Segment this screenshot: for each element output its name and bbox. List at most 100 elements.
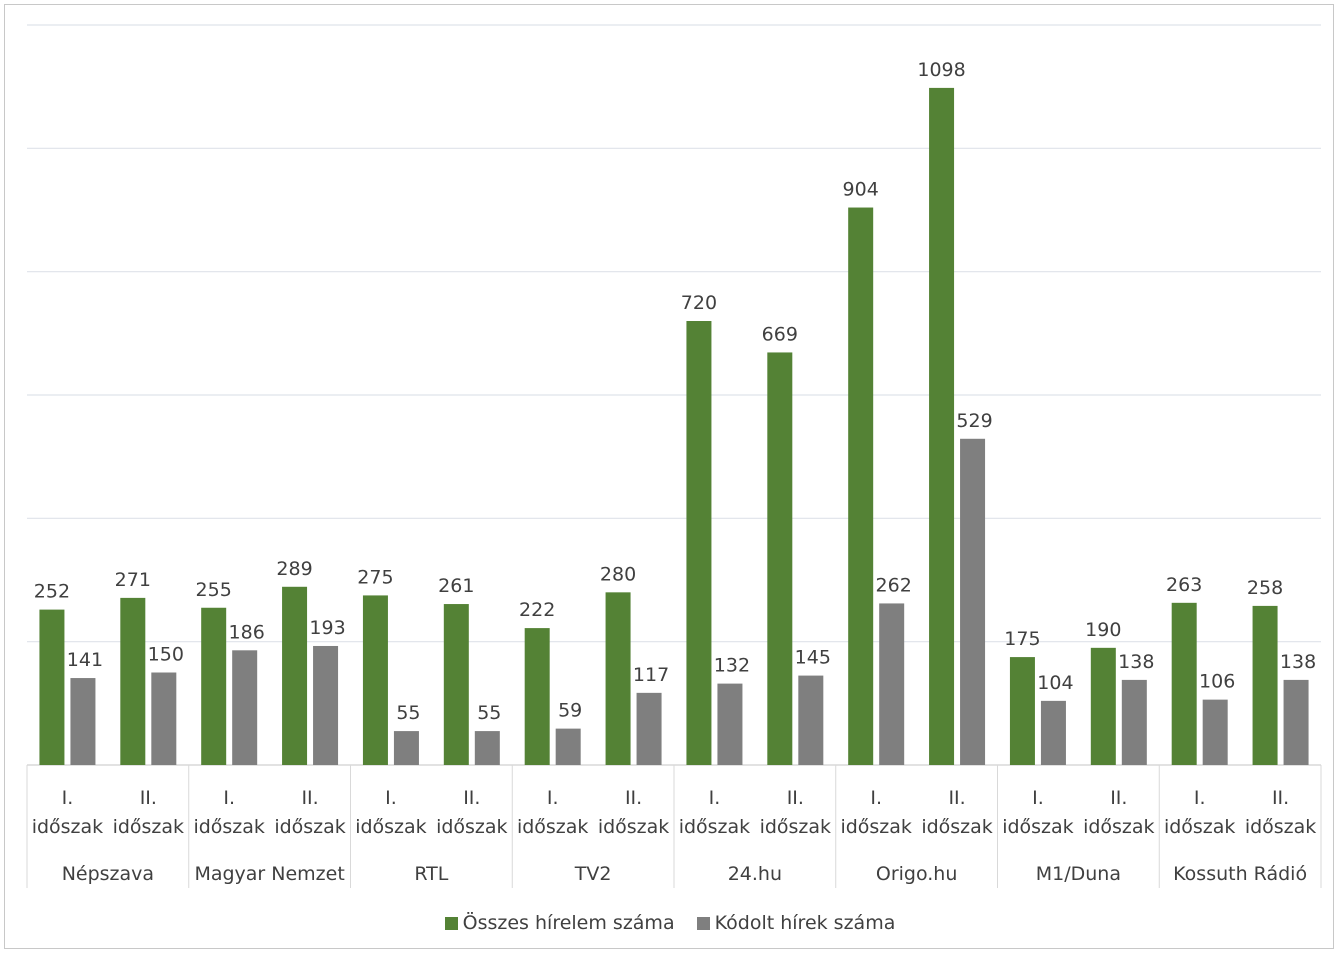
data-label-total: 289 <box>276 558 312 580</box>
data-label-total: 720 <box>681 292 717 314</box>
period-label-line1: I. <box>223 787 235 809</box>
data-label-coded: 529 <box>956 410 992 432</box>
bar-total <box>1090 647 1116 765</box>
data-label-total: 263 <box>1166 574 1202 596</box>
legend-label-coded: Kódolt hírek száma <box>714 912 896 934</box>
period-label-line2: időszak <box>1002 816 1073 838</box>
bar-coded <box>1283 679 1309 765</box>
data-label-coded: 55 <box>396 702 420 724</box>
data-labels: 252 141 271 150 255 186 289 193 275 55 261 55 222 59 2… <box>34 59 1316 724</box>
period-label-line2: időszak <box>113 816 184 838</box>
x-axis: Népszava Magyar Nemzet RTL TV2 24.hu Origo.hu… <box>26 765 1322 888</box>
period-label-line2: időszak <box>1245 816 1316 838</box>
data-label-coded: 55 <box>477 702 501 724</box>
data-label-total: 271 <box>115 569 151 591</box>
period-label-line1: I. <box>709 787 721 809</box>
group-label: Origo.hu <box>876 863 958 885</box>
group-label: Népszava <box>62 863 154 885</box>
period-label-line2: időszak <box>32 816 103 838</box>
bar-total <box>1171 602 1197 765</box>
group-label: RTL <box>414 863 448 885</box>
bar-coded <box>879 603 905 765</box>
period-label-line2: időszak <box>1083 816 1154 838</box>
data-label-coded: 193 <box>309 617 345 639</box>
data-label-coded: 138 <box>1118 651 1154 673</box>
data-label-coded: 145 <box>795 647 831 669</box>
data-label-coded: 59 <box>558 700 582 722</box>
data-label-total: 280 <box>600 563 636 585</box>
period-label-line2: időszak <box>840 816 911 838</box>
data-label-coded: 132 <box>714 655 750 677</box>
bar-coded <box>798 675 824 765</box>
legend-item-total: Összes hírelem száma <box>444 912 675 934</box>
bar-coded <box>151 672 177 765</box>
group-label: Kossuth Rádió <box>1173 863 1307 885</box>
data-label-coded: 150 <box>148 644 184 666</box>
bar-coded <box>70 678 96 765</box>
period-label-line1: II. <box>301 787 318 809</box>
period-label-line1: II. <box>463 787 480 809</box>
period-label-line2: időszak <box>274 816 345 838</box>
data-label-coded: 262 <box>876 574 912 596</box>
bar-coded <box>717 683 743 765</box>
group-label: TV2 <box>574 863 612 885</box>
legend-item-coded: Kódolt hírek száma <box>696 912 896 934</box>
data-label-total: 258 <box>1247 577 1283 599</box>
period-label-line2: időszak <box>921 816 992 838</box>
bar-total <box>524 628 550 765</box>
data-label-coded: 186 <box>229 621 265 643</box>
period-label-line1: II. <box>787 787 804 809</box>
chart-frame <box>4 4 1334 949</box>
bar-coded <box>1040 700 1066 765</box>
period-label-line2: időszak <box>436 816 507 838</box>
period-label-line1: II. <box>1110 787 1127 809</box>
bar-total <box>120 597 146 765</box>
group-label: Magyar Nemzet <box>194 863 344 885</box>
period-label-line1: I. <box>385 787 397 809</box>
bar-total <box>1252 605 1278 765</box>
data-label-coded: 104 <box>1037 672 1073 694</box>
period-label-line2: időszak <box>679 816 750 838</box>
bar-total <box>443 604 469 765</box>
bar-total <box>848 207 874 766</box>
data-label-total: 175 <box>1004 628 1040 650</box>
bar-coded <box>636 692 662 765</box>
legend-swatch-total <box>444 916 458 930</box>
period-label-line2: időszak <box>355 816 426 838</box>
bar-total <box>605 592 631 765</box>
bar-coded <box>960 438 986 765</box>
period-label-line1: II. <box>625 787 642 809</box>
period-label-line2: időszak <box>598 816 669 838</box>
bar-total <box>767 352 793 765</box>
data-label-total: 252 <box>34 581 70 603</box>
bar-coded <box>1121 679 1147 765</box>
bar-coded <box>1202 699 1228 765</box>
data-label-coded: 138 <box>1280 651 1316 673</box>
bar-total <box>39 609 65 765</box>
period-label-line1: I. <box>1194 787 1206 809</box>
group-label: M1/Duna <box>1036 863 1121 885</box>
data-label-total: 669 <box>762 323 798 345</box>
group-label: 24.hu <box>728 863 782 885</box>
data-label-total: 904 <box>843 179 879 201</box>
bars <box>39 87 1309 766</box>
bar-coded <box>474 731 500 765</box>
bar-coded <box>393 731 419 765</box>
period-label-line1: I. <box>62 787 74 809</box>
period-label-line2: időszak <box>517 816 588 838</box>
data-label-total: 255 <box>196 579 232 601</box>
period-label-line2: időszak <box>760 816 831 838</box>
bar-total <box>201 607 227 765</box>
period-label-line1: II. <box>140 787 157 809</box>
bar-coded <box>313 645 339 765</box>
period-label-line2: időszak <box>193 816 264 838</box>
data-label-total: 222 <box>519 599 555 621</box>
period-label-line1: II. <box>1272 787 1289 809</box>
data-label-coded: 106 <box>1199 671 1235 693</box>
bar-total <box>282 586 308 765</box>
legend-swatch-coded <box>696 916 710 930</box>
bar-total <box>929 87 955 765</box>
period-label-line1: I. <box>1032 787 1044 809</box>
bar-total <box>1009 657 1035 765</box>
